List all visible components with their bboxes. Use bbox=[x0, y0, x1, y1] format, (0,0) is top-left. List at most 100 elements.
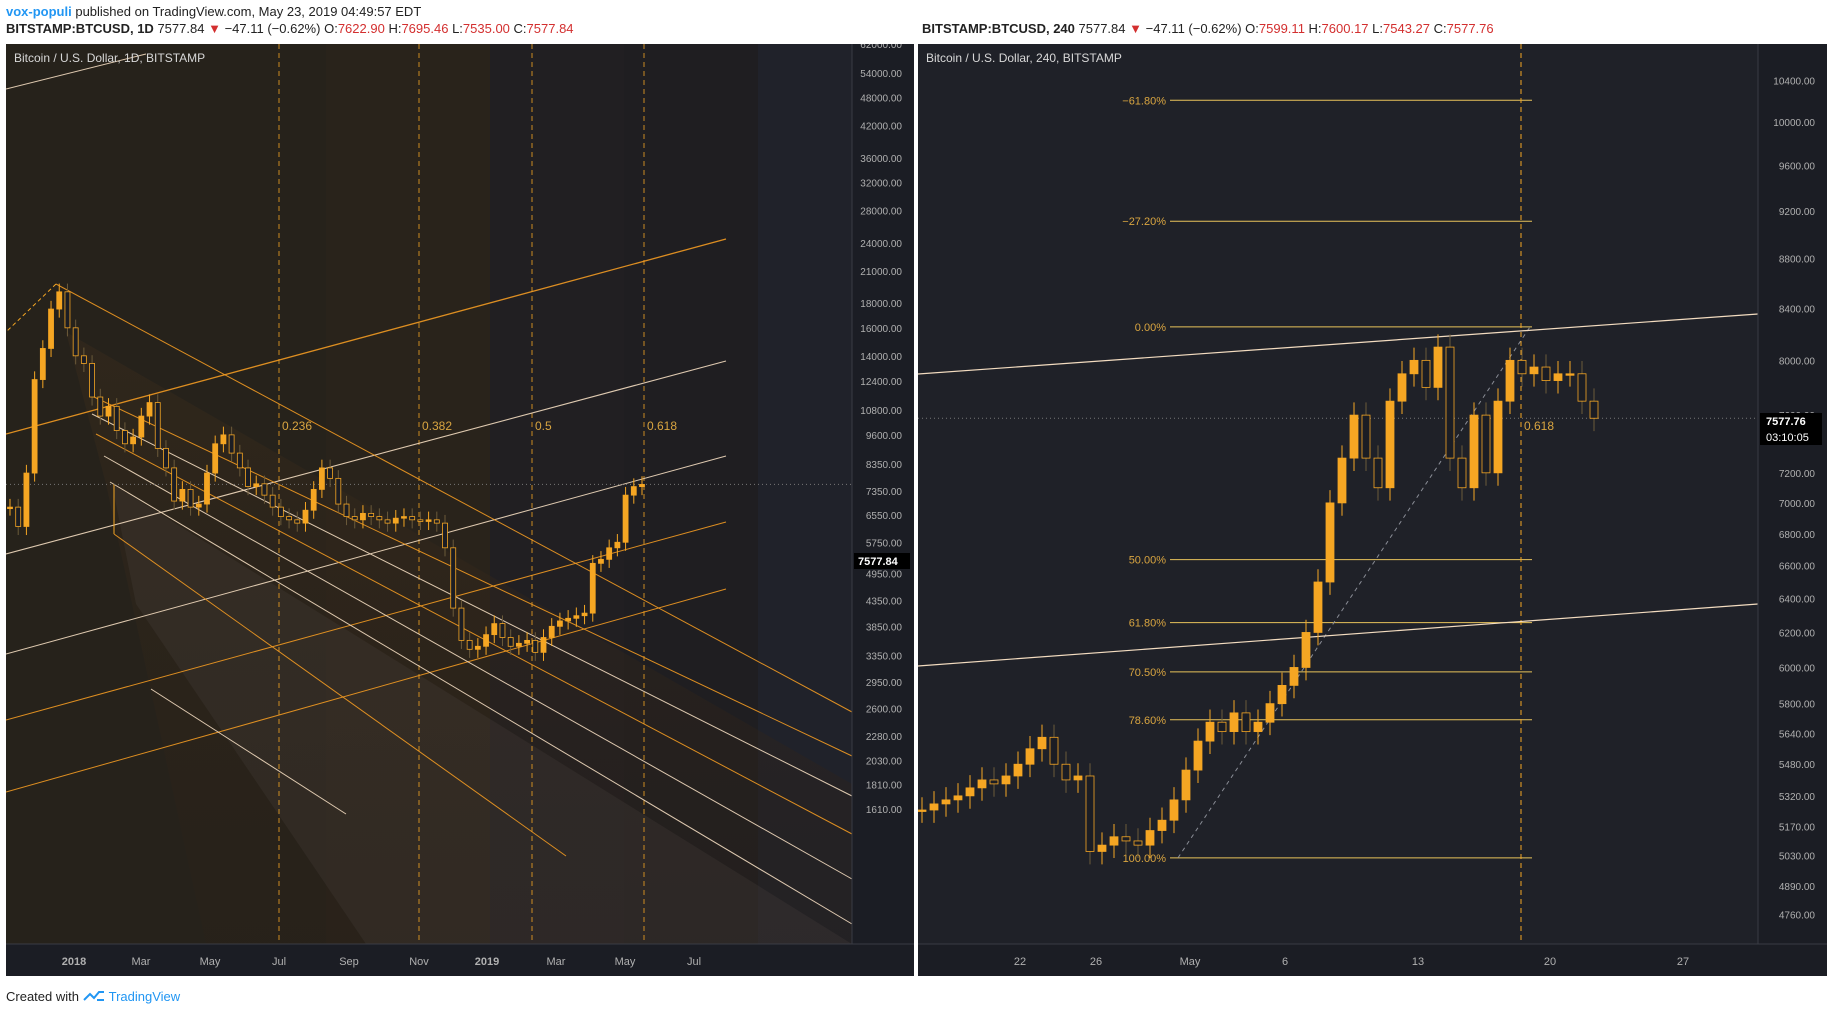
fib-level-label: 50.00% bbox=[1129, 555, 1167, 567]
fib-level-label: −27.20% bbox=[1122, 216, 1166, 228]
candle bbox=[327, 467, 334, 479]
candle bbox=[565, 617, 572, 622]
left-open-label: O: bbox=[324, 21, 338, 36]
candle bbox=[392, 517, 399, 524]
right-low: 7543.27 bbox=[1383, 21, 1431, 36]
candle bbox=[1013, 763, 1023, 777]
right-y-tick-label: 5030.00 bbox=[1779, 852, 1816, 863]
right-y-tick-label: 6400.00 bbox=[1779, 595, 1816, 606]
candle bbox=[622, 494, 629, 543]
candle bbox=[1325, 502, 1335, 583]
candle bbox=[39, 348, 46, 380]
left-plot-area bbox=[6, 44, 852, 944]
left-y-tick-label: 42000.00 bbox=[860, 122, 902, 133]
candle bbox=[1313, 581, 1323, 633]
trend-line bbox=[6, 53, 147, 90]
candle bbox=[105, 405, 112, 417]
fib-level-label: 70.50% bbox=[1129, 667, 1167, 679]
right-y-tick-label: 7200.00 bbox=[1779, 469, 1816, 480]
candle bbox=[89, 363, 95, 398]
left-y-tick-label: 12400.00 bbox=[860, 377, 902, 388]
candle bbox=[1241, 712, 1251, 733]
right-y-tick-label: 8800.00 bbox=[1779, 255, 1816, 266]
candle bbox=[1253, 721, 1263, 733]
right-chart-title: Bitcoin / U.S. Dollar, 240, BITSTAMP bbox=[926, 51, 1122, 65]
candle bbox=[1001, 775, 1011, 785]
candle bbox=[113, 405, 120, 431]
trend-line bbox=[6, 455, 727, 655]
trend-line bbox=[918, 313, 1759, 375]
candle bbox=[929, 803, 939, 811]
trend-line bbox=[6, 360, 727, 555]
left-y-tick-label: 14000.00 bbox=[860, 352, 902, 363]
left-x-tick-label: Mar bbox=[132, 956, 151, 968]
candle bbox=[48, 308, 54, 349]
right-symbol-name: BITSTAMP:BTCUSD, 240 bbox=[922, 21, 1075, 36]
candle bbox=[474, 645, 481, 650]
left-open: 7622.90 bbox=[337, 21, 385, 36]
candle bbox=[1301, 632, 1311, 668]
right-chart[interactable]: −61.80% −27.20% 0.00% 50.00% 61.80% 70.50% 78.… bbox=[918, 44, 1827, 976]
candle bbox=[1037, 736, 1047, 750]
left-price-axis[interactable]: 62000.00 54000.00 48000.00 42000.00 36000.00… bbox=[860, 44, 902, 816]
right-low-label: L: bbox=[1372, 21, 1384, 36]
candle bbox=[228, 434, 235, 454]
candle bbox=[171, 467, 178, 502]
candle bbox=[351, 516, 358, 521]
candle bbox=[163, 447, 169, 469]
candle bbox=[1469, 414, 1479, 489]
candle bbox=[417, 519, 424, 522]
pitchfork-line bbox=[55, 283, 853, 713]
left-time-axis[interactable]: 2018 Mar May Jul Sep Nov 2019 Mar May Jul bbox=[62, 956, 701, 968]
left-y-tick-label: 1610.00 bbox=[866, 805, 903, 816]
right-symbol-info: BITSTAMP:BTCUSD, 240 7577.84 ▼ −47.11 (−… bbox=[922, 21, 1494, 36]
candle bbox=[540, 637, 547, 653]
left-y-tick-label: 9600.00 bbox=[866, 431, 903, 442]
candle bbox=[515, 642, 522, 647]
candle bbox=[573, 615, 580, 619]
right-high: 7600.17 bbox=[1321, 21, 1369, 36]
right-x-tick-label: May bbox=[1180, 956, 1201, 968]
candle bbox=[23, 472, 30, 527]
right-last-price: 7577.84 bbox=[1078, 21, 1126, 36]
left-symbol-name: BITSTAMP:BTCUSD, 1D bbox=[6, 21, 154, 36]
candle bbox=[376, 516, 383, 521]
right-x-tick-label: 22 bbox=[1014, 956, 1026, 968]
right-x-tick-label: 13 bbox=[1412, 956, 1424, 968]
candle bbox=[1529, 366, 1539, 375]
left-y-tick-label: 10800.00 bbox=[860, 406, 902, 417]
candle bbox=[1121, 836, 1131, 842]
candle bbox=[442, 522, 448, 549]
candle bbox=[1457, 457, 1467, 489]
candle bbox=[483, 634, 489, 647]
candle bbox=[965, 787, 975, 797]
left-y-tick-label: 4350.00 bbox=[866, 597, 903, 608]
left-change: −47.11 (−0.62%) bbox=[224, 21, 321, 36]
right-open: 7599.11 bbox=[1258, 21, 1305, 36]
left-close-label: C: bbox=[513, 21, 527, 36]
candle bbox=[1145, 830, 1155, 846]
candle bbox=[343, 503, 350, 517]
author-link[interactable]: vox-populi bbox=[6, 4, 72, 19]
right-y-tick-label: 8000.00 bbox=[1779, 356, 1816, 367]
candle bbox=[507, 637, 514, 647]
pitchfork-line bbox=[103, 455, 853, 880]
footer-brand-link[interactable]: TradingView bbox=[108, 989, 181, 1004]
left-chart[interactable]: 0.236 0.382 0.5 0.618 Bitcoin / U.S. Dollar… bbox=[6, 44, 914, 976]
candle bbox=[1565, 373, 1575, 376]
left-low: 7535.00 bbox=[462, 21, 510, 36]
fib-level-label: 78.60% bbox=[1129, 715, 1167, 727]
right-time-axis[interactable]: 22 26 May 6 13 20 27 bbox=[1014, 956, 1689, 968]
candle bbox=[606, 547, 613, 560]
pitchfork-line bbox=[113, 533, 567, 857]
candle bbox=[1493, 400, 1503, 474]
candle bbox=[64, 291, 71, 329]
left-y-tick-label: 5750.00 bbox=[866, 538, 903, 549]
left-y-tick-label: 36000.00 bbox=[860, 154, 902, 165]
left-y-tick-label: 16000.00 bbox=[860, 324, 902, 335]
candle bbox=[532, 639, 539, 653]
left-close: 7577.84 bbox=[526, 21, 574, 36]
right-y-tick-label: 5480.00 bbox=[1779, 760, 1816, 771]
candle bbox=[598, 558, 604, 564]
candle bbox=[639, 484, 645, 487]
